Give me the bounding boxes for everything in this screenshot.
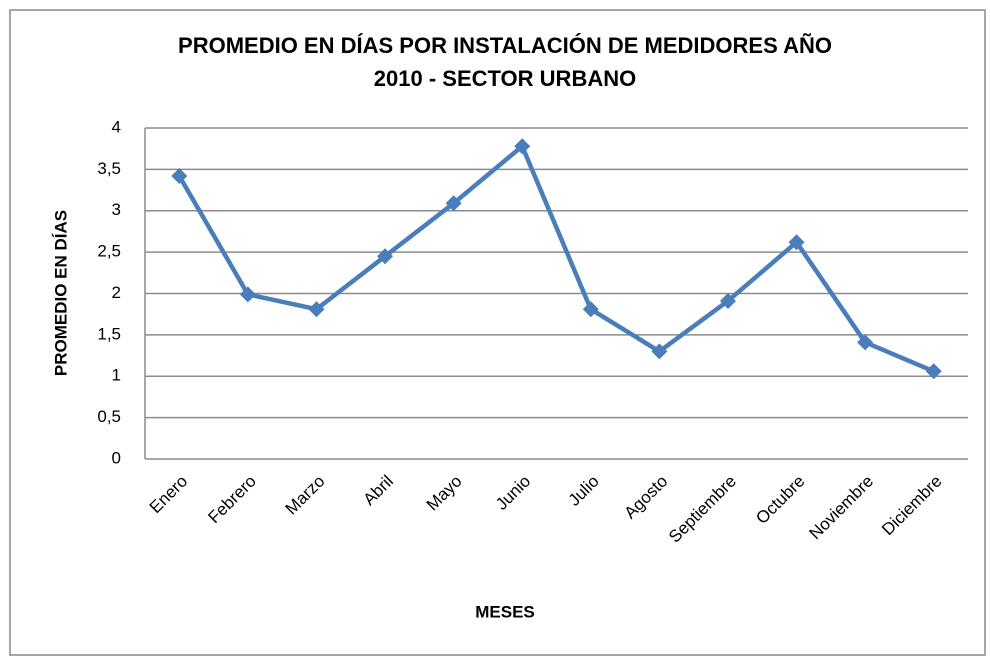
marker bbox=[925, 363, 942, 380]
y-axis-label: PROMEDIO EN DÍAS bbox=[51, 210, 70, 376]
marker bbox=[445, 195, 462, 212]
x-axis-label: MESES bbox=[475, 602, 535, 621]
marker bbox=[719, 292, 736, 309]
marker bbox=[857, 334, 874, 351]
y-tick-label: 3 bbox=[112, 200, 121, 219]
y-tick-label: 4 bbox=[112, 117, 121, 136]
chart-border bbox=[9, 9, 986, 656]
marker bbox=[514, 138, 531, 155]
y-tick-label: 1 bbox=[112, 366, 121, 385]
y-tick-label: 1,5 bbox=[97, 324, 121, 343]
chart-title: 2010 - SECTOR URBANO bbox=[374, 66, 636, 91]
marker bbox=[788, 234, 805, 251]
y-tick-label: 0 bbox=[112, 448, 121, 467]
marker bbox=[582, 301, 599, 318]
y-tick-label: 2,5 bbox=[97, 242, 121, 261]
marker bbox=[651, 343, 668, 360]
marker bbox=[171, 167, 188, 184]
y-tick-label: 0,5 bbox=[97, 407, 121, 426]
y-tick-label: 3,5 bbox=[97, 159, 121, 178]
chart-title: PROMEDIO EN DÍAS POR INSTALACIÓN DE MEDI… bbox=[178, 33, 832, 58]
marker bbox=[308, 301, 325, 318]
marker bbox=[239, 286, 256, 303]
marker bbox=[377, 248, 394, 265]
y-tick-label: 2 bbox=[112, 283, 121, 302]
line bbox=[177, 143, 935, 374]
